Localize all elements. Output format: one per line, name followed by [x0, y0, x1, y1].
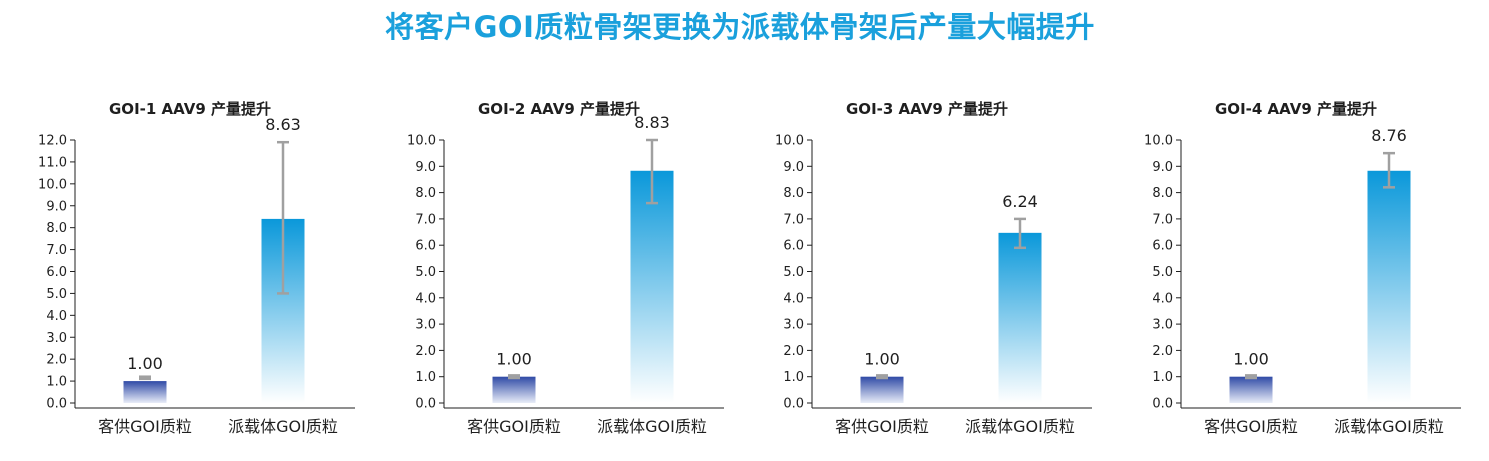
chart-title: GOI-3 AAV9 产量提升	[846, 100, 1008, 118]
y-tick-label: 5.0	[783, 265, 804, 280]
y-tick-label: 6.0	[46, 265, 67, 280]
x-category-label: 派载体GOI质粒	[1334, 417, 1444, 436]
y-tick-label: 8.0	[46, 221, 67, 236]
y-tick-label: 1.0	[1152, 370, 1173, 385]
y-tick-label: 11.0	[38, 155, 67, 170]
data-label: 1.00	[127, 354, 163, 373]
y-tick-label: 5.0	[1152, 265, 1173, 280]
data-label: 8.83	[634, 113, 670, 132]
y-tick-label: 8.0	[415, 186, 436, 201]
y-tick-label: 8.0	[1152, 186, 1173, 201]
y-tick-label: 6.0	[1152, 239, 1173, 254]
y-tick-label: 10.0	[775, 134, 804, 149]
y-tick-label: 9.0	[783, 160, 804, 175]
data-label: 8.63	[265, 115, 301, 134]
y-tick-label: 6.0	[415, 239, 436, 254]
bar-customer-plasmid	[123, 381, 167, 403]
y-tick-label: 0.0	[415, 397, 436, 412]
y-tick-label: 1.0	[783, 370, 804, 385]
y-tick-label: 3.0	[783, 318, 804, 333]
x-category-label: 客供GOI质粒	[1204, 417, 1298, 436]
y-tick-label: 10.0	[407, 134, 436, 149]
bar-customer-plasmid	[492, 376, 536, 403]
y-tick-label: 2.0	[1152, 344, 1173, 359]
y-tick-label: 4.0	[46, 309, 67, 324]
bar-vector-plasmid	[998, 232, 1042, 403]
chart-title: GOI-2 AAV9 产量提升	[478, 100, 640, 118]
y-tick-label: 9.0	[1152, 160, 1173, 175]
y-tick-label: 7.0	[783, 212, 804, 227]
y-tick-label: 4.0	[415, 291, 436, 306]
y-tick-label: 10.0	[1144, 134, 1173, 149]
y-tick-label: 9.0	[46, 199, 67, 214]
y-tick-label: 7.0	[46, 243, 67, 258]
x-category-label: 派载体GOI质粒	[228, 417, 338, 436]
y-tick-label: 2.0	[46, 353, 67, 368]
data-label: 1.00	[864, 350, 900, 369]
y-tick-label: 4.0	[783, 291, 804, 306]
y-tick-label: 6.0	[783, 239, 804, 254]
y-tick-label: 1.0	[46, 375, 67, 390]
x-category-label: 客供GOI质粒	[467, 417, 561, 436]
y-tick-label: 10.0	[38, 177, 67, 192]
data-label: 6.24	[1002, 192, 1038, 211]
y-tick-label: 4.0	[1152, 291, 1173, 306]
x-category-label: 派载体GOI质粒	[965, 417, 1075, 436]
chart-goi-1: GOI-1 AAV9 产量提升 0.0 1.0 2.0 3.0 4.0 5.0 6.0 7.0 8…	[38, 100, 355, 436]
y-tick-label: 12.0	[38, 134, 67, 149]
y-tick-label: 5.0	[415, 265, 436, 280]
y-tick-label: 2.0	[415, 344, 436, 359]
y-tick-label: 9.0	[415, 160, 436, 175]
y-tick-label: 0.0	[1152, 397, 1173, 412]
bar-customer-plasmid	[860, 376, 904, 403]
y-tick-label: 0.0	[783, 397, 804, 412]
y-tick-label: 5.0	[46, 287, 67, 302]
chart-title: GOI-1 AAV9 产量提升	[109, 100, 271, 118]
chart-goi-4: GOI-4 AAV9 产量提升 0.0 1.0 2.0 3.0 4.0 5.0 6.0 7.0 8…	[1144, 100, 1461, 436]
y-tick-label: 1.0	[415, 370, 436, 385]
y-tick-label: 2.0	[783, 344, 804, 359]
y-tick-label: 3.0	[1152, 318, 1173, 333]
x-category-label: 派载体GOI质粒	[597, 417, 707, 436]
data-label: 8.76	[1371, 126, 1407, 145]
bar-vector-plasmid	[630, 170, 674, 403]
y-tick-label: 3.0	[46, 331, 67, 346]
data-label: 1.00	[496, 350, 532, 369]
data-label: 1.00	[1233, 350, 1269, 369]
x-category-label: 客供GOI质粒	[98, 417, 192, 436]
chart-goi-3: GOI-3 AAV9 产量提升 0.0 1.0 2.0 3.0 4.0 5.0 6.0 7.0 8…	[775, 100, 1092, 436]
chart-goi-2: GOI-2 AAV9 产量提升 0.0 1.0 2.0 3.0 4.0 5.0 6.0 7.0 8…	[407, 100, 724, 436]
bar-vector-plasmid	[1367, 170, 1411, 403]
bar-customer-plasmid	[1229, 376, 1273, 403]
y-tick-label: 3.0	[415, 318, 436, 333]
y-tick-label: 7.0	[1152, 212, 1173, 227]
page-title: 将客户GOI质粒骨架更换为派载体骨架后产量大幅提升	[385, 10, 1095, 44]
chart-title: GOI-4 AAV9 产量提升	[1215, 100, 1377, 118]
y-tick-label: 7.0	[415, 212, 436, 227]
x-category-label: 客供GOI质粒	[835, 417, 929, 436]
y-tick-label: 0.0	[46, 397, 67, 412]
y-tick-label: 8.0	[783, 186, 804, 201]
